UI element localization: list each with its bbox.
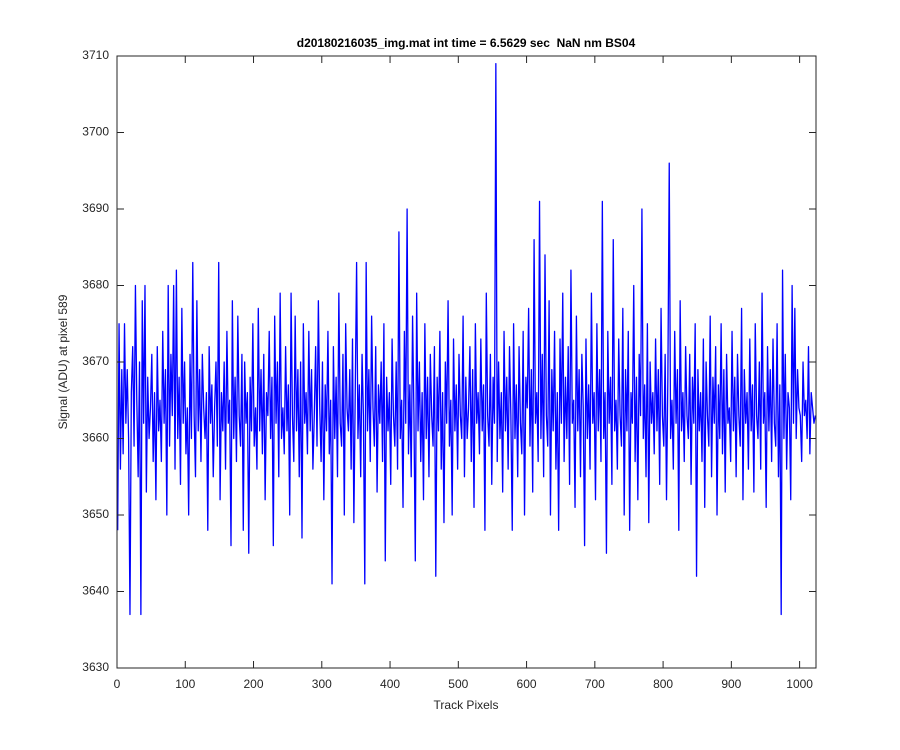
x-tick-label: 800 bbox=[653, 677, 673, 691]
x-tick-label: 600 bbox=[517, 677, 537, 691]
y-tick-label: 3640 bbox=[82, 584, 109, 598]
x-tick-label: 400 bbox=[380, 677, 400, 691]
x-tick-label: 900 bbox=[721, 677, 741, 691]
x-tick-label: 0 bbox=[114, 677, 121, 691]
x-tick-label: 200 bbox=[244, 677, 264, 691]
y-axis-label: Signal (ADU) at pixel 589 bbox=[56, 294, 70, 429]
y-tick-label: 3710 bbox=[82, 48, 109, 62]
y-tick-label: 3660 bbox=[82, 431, 109, 445]
x-tick-label: 500 bbox=[448, 677, 468, 691]
x-tick-label: 700 bbox=[585, 677, 605, 691]
x-axis-label: Track Pixels bbox=[434, 698, 499, 712]
y-tick-label: 3630 bbox=[82, 660, 109, 674]
x-tick-label: 1000 bbox=[786, 677, 813, 691]
chart-title: d20180216035_img.mat int time = 6.5629 s… bbox=[297, 36, 636, 50]
y-tick-label: 3650 bbox=[82, 507, 109, 521]
x-tick-label: 300 bbox=[312, 677, 332, 691]
y-tick-label: 3700 bbox=[82, 125, 109, 139]
x-tick-label: 100 bbox=[175, 677, 195, 691]
y-tick-label: 3690 bbox=[82, 201, 109, 215]
data-line bbox=[117, 63, 816, 616]
y-tick-label: 3670 bbox=[82, 354, 109, 368]
y-tick-label: 3680 bbox=[82, 278, 109, 292]
